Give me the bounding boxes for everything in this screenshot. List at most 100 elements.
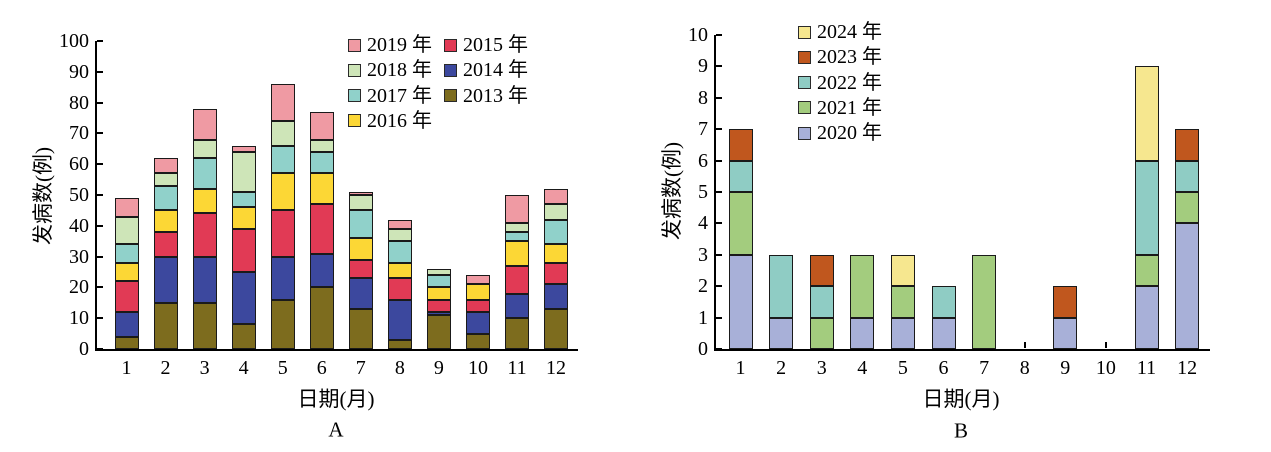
y-tick-label: 8: [698, 86, 708, 109]
y-tick-label: 100: [59, 30, 89, 52]
bar-segment-2015年: [505, 265, 529, 294]
plot-area: [714, 35, 1210, 351]
bar-segment-2018年: [309, 139, 334, 152]
bar-segment-2015年: [465, 299, 490, 313]
x-tick-label: 9: [433, 357, 444, 379]
y-tick-label: 1: [698, 306, 708, 329]
bar-segment-2015年: [192, 213, 217, 257]
bar-segment-2023年: [728, 129, 753, 161]
bar-segment-2023年: [809, 254, 834, 287]
bar-segment-2014年: [153, 256, 178, 303]
bar-segment-2017年: [192, 158, 217, 189]
y-tick: [97, 70, 103, 73]
legend-label: 2023 年: [817, 46, 882, 69]
bar-segment-2018年: [387, 228, 412, 242]
bar-segment-2018年: [426, 268, 451, 276]
legend-swatch: [348, 89, 361, 103]
y-tick: [716, 222, 722, 225]
bar-segment-2013年: [309, 287, 334, 349]
x-tick-label: 10: [467, 357, 488, 379]
bar-segment-2013年: [544, 308, 569, 349]
bar-segment-2024年: [1134, 66, 1159, 161]
legend-swatch: [798, 101, 811, 115]
y-tick-label: 4: [698, 212, 708, 235]
y-tick: [716, 159, 722, 162]
y-tick-label: 60: [69, 153, 89, 176]
x-tick-label: 7: [979, 357, 990, 379]
bar-segment-2013年: [505, 318, 529, 349]
bar-segment-2018年: [544, 204, 569, 220]
bar-segment-2017年: [114, 244, 139, 263]
legend-label: 2017 年: [367, 84, 432, 107]
bar-segment-2016年: [192, 188, 217, 214]
legend-label: 2019 年: [367, 34, 432, 56]
y-tick-label: 2: [698, 275, 708, 298]
bar-segment-2018年: [192, 139, 217, 159]
y-tick-label: 0: [79, 338, 89, 360]
legend-swatch: [444, 89, 457, 103]
panel-label-a: A: [328, 417, 344, 442]
y-tick-label: 10: [688, 24, 708, 46]
y-tick-label: 9: [698, 55, 708, 78]
plot-area: [95, 41, 578, 351]
x-tick-label: 6: [316, 357, 327, 379]
x-tick-label: 6: [938, 357, 949, 379]
y-tick: [97, 348, 103, 350]
legend-swatch: [348, 114, 361, 128]
x-tick: [1104, 342, 1107, 348]
bar-segment-2019年: [114, 198, 139, 217]
bar-segment-2018年: [505, 222, 529, 232]
bar-segment-2022年: [769, 254, 794, 318]
bar-segment-2013年: [465, 333, 490, 349]
x-tick-label: 12: [546, 357, 567, 379]
x-tick-label: 4: [857, 357, 868, 379]
legend-label: 2016 年: [367, 109, 432, 132]
y-tick-label: 10: [69, 307, 89, 330]
y-tick-label: 0: [698, 338, 708, 360]
bar-segment-2013年: [192, 302, 217, 349]
legend-swatch: [798, 25, 811, 39]
bar-segment-2019年: [192, 108, 217, 140]
bar-segment-2022年: [809, 286, 834, 318]
bar-segment-2015年: [309, 204, 334, 254]
legend-swatch: [348, 63, 361, 77]
bar-segment-2014年: [544, 284, 569, 309]
bar-segment-2014年: [192, 256, 217, 303]
legend-label: 2020 年: [817, 122, 882, 145]
bar-segment-2015年: [387, 278, 412, 300]
bar-segment-2021年: [1175, 192, 1200, 224]
legend-label: 2018 年: [367, 59, 432, 82]
bar-segment-2021年: [809, 317, 834, 349]
bar-segment-2019年: [153, 158, 178, 174]
x-tick-label: 1: [735, 357, 746, 379]
bar-segment-2019年: [505, 195, 529, 223]
bar-segment-2017年: [505, 231, 529, 242]
bar-segment-2015年: [114, 281, 139, 313]
bar-segment-2015年: [426, 299, 451, 313]
bar-segment-2017年: [309, 151, 334, 174]
y-tick: [97, 132, 103, 135]
x-tick-label: 3: [199, 357, 210, 379]
legend-label: 2024 年: [817, 21, 882, 43]
legend-swatch: [444, 63, 457, 77]
bar-segment-2020年: [931, 317, 956, 349]
bar-segment-2019年: [544, 188, 569, 205]
bar-segment-2021年: [890, 286, 915, 318]
legend-label: 2013 年: [463, 84, 528, 107]
x-tick-label: 12: [1177, 357, 1198, 379]
x-tick-label: 7: [355, 357, 366, 379]
y-tick: [97, 255, 103, 258]
bar-segment-2016年: [231, 207, 256, 229]
y-axis-label-a: 发病数(例): [31, 147, 55, 245]
legend-label: 2021 年: [817, 96, 882, 119]
bar-segment-2015年: [231, 228, 256, 272]
y-tick: [97, 101, 103, 104]
bar-segment-2017年: [231, 191, 256, 208]
y-tick: [716, 285, 722, 288]
bar-segment-2016年: [114, 262, 139, 282]
x-tick-label: 4: [238, 357, 249, 379]
y-tick: [716, 253, 722, 256]
bar-segment-2022年: [728, 160, 753, 192]
y-tick-label: 70: [69, 122, 89, 145]
